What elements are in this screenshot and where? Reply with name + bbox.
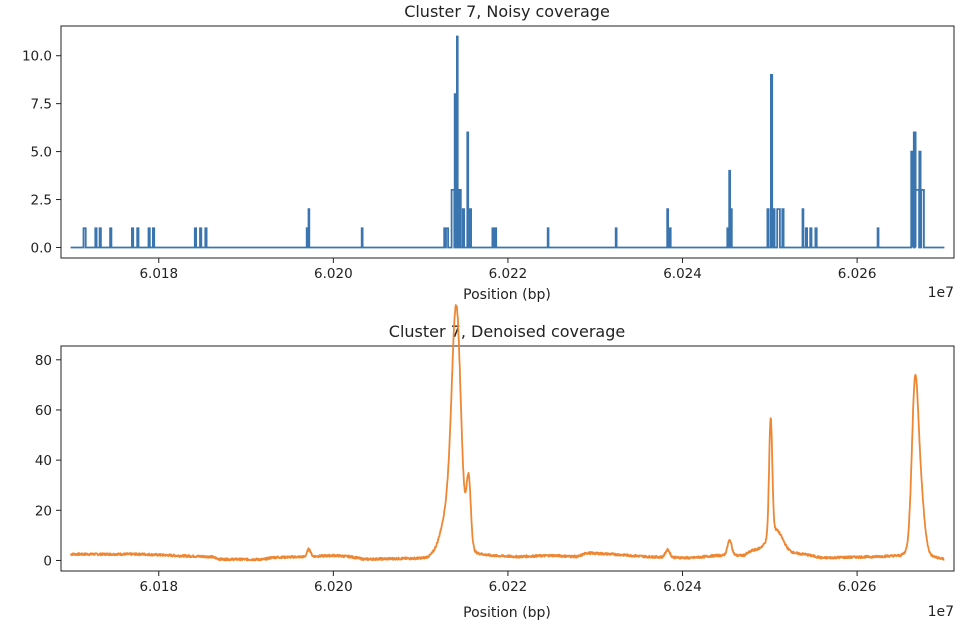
- noisy-y-tick-label: 2.5: [31, 193, 52, 209]
- noisy-x-axis-label: Position (bp): [463, 287, 551, 303]
- denoised-coverage-line: [70, 304, 945, 562]
- denoised-chart-title: Cluster 7, Denoised coverage: [389, 322, 625, 341]
- denoised-x-tick-label: 6.020: [314, 579, 353, 595]
- denoised-x-tick-label: 6.026: [838, 579, 877, 595]
- denoised-y-tick-label: 60: [35, 403, 52, 419]
- noisy-y-tick-label: 10.0: [22, 49, 52, 65]
- denoised-y-ticks: 0 20 40 60 80: [35, 353, 61, 569]
- noisy-y-ticks: 0.0 2.5 5.0 7.5 10.0: [22, 49, 61, 256]
- noisy-series-layer: [70, 35, 945, 249]
- denoised-x-tick-label: 6.018: [139, 579, 178, 595]
- denoised-x-tick-label: 6.022: [489, 579, 528, 595]
- noisy-x-tick-label: 6.022: [489, 266, 528, 282]
- noisy-x-offset-label: 1e7: [928, 285, 954, 301]
- noisy-coverage-line: [70, 35, 945, 249]
- noisy-y-tick-label: 5.0: [31, 145, 52, 161]
- denoised-y-tick-label: 20: [35, 503, 52, 519]
- noisy-x-tick-label: 6.020: [314, 266, 353, 282]
- denoised-coverage-subplot: Cluster 7, Denoised coverage 6.018 6.020 6…: [35, 304, 955, 621]
- denoised-y-tick-label: 80: [35, 353, 52, 369]
- noisy-y-tick-label: 0.0: [31, 240, 52, 256]
- denoised-y-tick-label: 0: [43, 553, 52, 569]
- noisy-x-tick-label: 6.018: [139, 266, 178, 282]
- noisy-x-tick-label: 6.026: [838, 266, 877, 282]
- noisy-coverage-subplot: Cluster 7, Noisy coverage 6.018 6.020 6.02…: [22, 2, 955, 303]
- denoised-x-ticks: 6.018 6.020 6.022 6.024 6.026: [139, 571, 876, 595]
- denoised-x-tick-label: 6.024: [663, 579, 702, 595]
- noisy-x-tick-label: 6.024: [663, 266, 702, 282]
- denoised-y-tick-label: 40: [35, 453, 52, 469]
- noisy-chart-title: Cluster 7, Noisy coverage: [404, 2, 610, 21]
- noisy-axes-frame: [60, 25, 955, 259]
- noisy-y-tick-label: 7.5: [31, 97, 52, 113]
- denoised-axes-frame: [60, 345, 955, 572]
- noisy-x-ticks: 6.018 6.020 6.022 6.024 6.026: [139, 258, 876, 282]
- denoised-series-layer: [70, 304, 945, 562]
- denoised-x-axis-label: Position (bp): [463, 605, 551, 621]
- denoised-x-offset-label: 1e7: [928, 604, 954, 620]
